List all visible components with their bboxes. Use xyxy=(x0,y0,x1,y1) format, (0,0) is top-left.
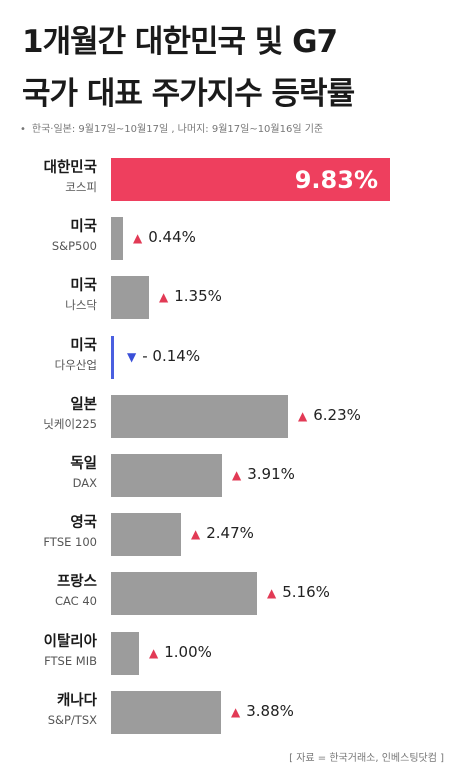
bar xyxy=(111,632,139,675)
note-bullet: • xyxy=(20,124,26,135)
value-label: ▲ 1.35% xyxy=(159,287,222,305)
index-label: 코스피 xyxy=(65,180,97,194)
value-label: ▲ 6.23% xyxy=(298,406,361,424)
country-label: 미국 xyxy=(70,219,97,235)
chart-title-line2: 국가 대표 주가지수 등락률 xyxy=(22,76,355,112)
value-text: 1.00% xyxy=(164,643,212,661)
value-text: 0.44% xyxy=(148,228,196,246)
up-triangle-icon: ▲ xyxy=(191,527,201,541)
value-label: ▲ 2.47% xyxy=(191,524,254,542)
source-note: [ 자료 = 한국거래소, 인베스팅닷컴 ] xyxy=(289,753,444,764)
index-label: S&P/TSX xyxy=(47,713,97,727)
value-text: 3.91% xyxy=(247,465,295,483)
chart-row: 프랑스 CAC 40 ▲ 5.16% xyxy=(0,572,464,615)
index-label: 닛케이225 xyxy=(43,417,97,431)
chart-title-line1: 1개월간 대한민국 및 G7 xyxy=(22,24,338,60)
index-label: DAX xyxy=(72,476,97,490)
row-label: 미국 S&P500 xyxy=(0,218,97,254)
bar xyxy=(111,217,123,260)
value-text: 5.16% xyxy=(282,583,330,601)
value-label: ▼ - 0.14% xyxy=(127,347,200,365)
bar xyxy=(111,336,114,379)
up-triangle-icon: ▲ xyxy=(149,646,159,660)
value-text: 1.35% xyxy=(174,287,222,305)
period-note: • 한국·일본: 9월17일~10월17일 , 나머지: 9월17일~10월16일… xyxy=(20,120,323,135)
value-label: ▲ 3.88% xyxy=(231,702,294,720)
country-label: 대한민국 xyxy=(43,160,97,176)
value-label: 9.83% xyxy=(294,166,378,194)
country-label: 미국 xyxy=(70,338,97,354)
bar xyxy=(111,572,257,615)
value-text: 6.23% xyxy=(313,406,361,424)
value-text: - 0.14% xyxy=(142,347,201,365)
row-label: 프랑스 CAC 40 xyxy=(0,573,97,609)
country-label: 일본 xyxy=(70,397,97,413)
country-label: 독일 xyxy=(70,456,97,472)
value-label: ▲ 5.16% xyxy=(267,583,330,601)
index-label: CAC 40 xyxy=(54,594,97,608)
value-label: ▲ 0.44% xyxy=(133,228,196,246)
country-label: 캐나다 xyxy=(56,693,97,709)
bar xyxy=(111,395,288,438)
index-label: FTSE MIB xyxy=(44,654,97,668)
bar xyxy=(111,454,222,497)
up-triangle-icon: ▲ xyxy=(133,231,143,245)
chart-row: 미국 S&P500 ▲ 0.44% xyxy=(0,217,464,260)
row-label: 이탈리아 FTSE MIB xyxy=(0,633,97,669)
down-triangle-icon: ▼ xyxy=(127,350,137,364)
country-label: 영국 xyxy=(70,515,97,531)
country-label: 미국 xyxy=(70,278,97,294)
value-label: ▲ 1.00% xyxy=(149,643,212,661)
bar xyxy=(111,513,181,556)
bar xyxy=(111,276,149,319)
country-label: 이탈리아 xyxy=(43,634,97,650)
index-label: 다우산업 xyxy=(54,358,97,372)
chart-row: 영국 FTSE 100 ▲ 2.47% xyxy=(0,513,464,556)
value-text: 2.47% xyxy=(206,524,254,542)
index-label: S&P500 xyxy=(51,239,97,253)
value-label: ▲ 3.91% xyxy=(232,465,295,483)
note-text: 한국·일본: 9월17일~10월17일 , 나머지: 9월17일~10월16일 … xyxy=(31,124,324,135)
row-label: 캐나다 S&P/TSX xyxy=(0,692,97,728)
chart-row: 독일 DAX ▲ 3.91% xyxy=(0,454,464,497)
row-label: 독일 DAX xyxy=(0,455,97,491)
chart-row: 캐나다 S&P/TSX ▲ 3.88% xyxy=(0,691,464,734)
index-label: 나스닥 xyxy=(65,298,97,312)
up-triangle-icon: ▲ xyxy=(231,705,241,719)
up-triangle-icon: ▲ xyxy=(267,586,277,600)
chart-row: 이탈리아 FTSE MIB ▲ 1.00% xyxy=(0,632,464,675)
index-label: FTSE 100 xyxy=(43,535,97,549)
up-triangle-icon: ▲ xyxy=(159,290,169,304)
up-triangle-icon: ▲ xyxy=(232,468,242,482)
bar xyxy=(111,158,390,201)
country-label: 프랑스 xyxy=(56,574,97,590)
row-label: 영국 FTSE 100 xyxy=(0,514,97,550)
bar xyxy=(111,691,221,734)
up-triangle-icon: ▲ xyxy=(298,409,308,423)
value-text: 3.88% xyxy=(246,702,294,720)
